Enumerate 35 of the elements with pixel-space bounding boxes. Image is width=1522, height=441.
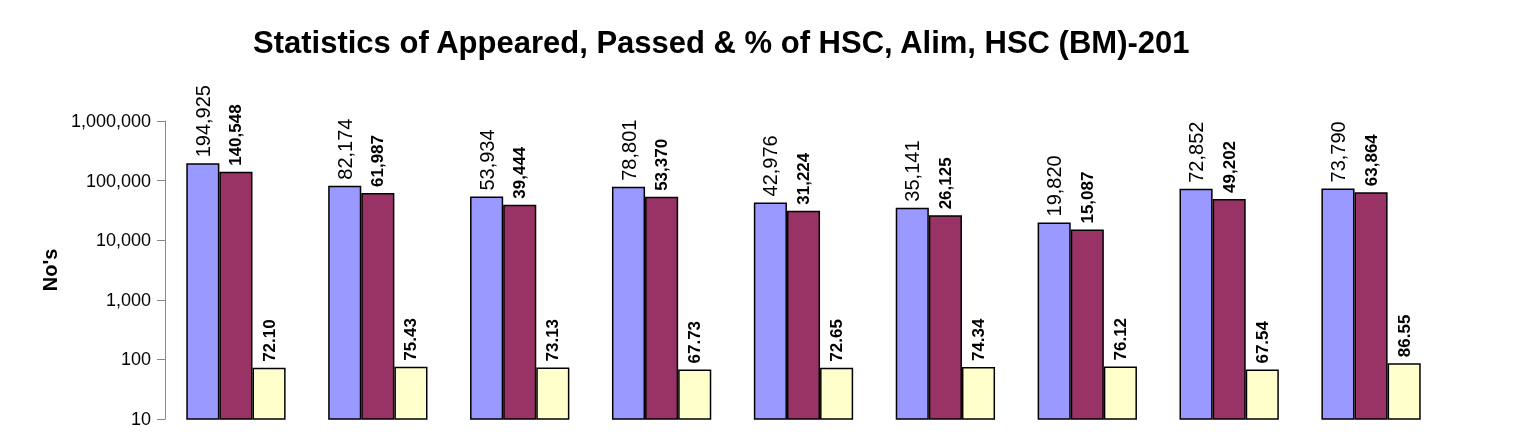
y-axis-title: No's [39, 248, 61, 292]
data-label: 15,087 [1077, 171, 1097, 224]
data-label: 35,141 [901, 140, 924, 202]
data-label: 72.10 [259, 319, 279, 362]
data-label: 86.55 [1394, 314, 1414, 358]
data-label: 74.34 [969, 317, 988, 362]
y-tick-label: 10,000 [95, 230, 151, 251]
data-label: 194,925 [191, 85, 214, 158]
data-label: 67.73 [685, 320, 705, 364]
data-label: 42,976 [759, 135, 782, 197]
data-label: 72.65 [827, 319, 847, 362]
y-tick-label: 1,000,000 [70, 111, 151, 131]
data-label: 78,801 [617, 119, 640, 181]
data-label: 39,444 [510, 146, 530, 199]
y-tick-label: 100 [120, 349, 151, 370]
data-label: 49,202 [1219, 140, 1239, 193]
y-tick-label: 10 [130, 409, 151, 429]
data-label: 73,790 [1326, 121, 1349, 183]
data-label: 26,125 [935, 157, 955, 210]
y-tick-label: 1,000 [105, 289, 151, 310]
data-label: 53,370 [652, 138, 672, 191]
data-label: 82,174 [333, 118, 356, 180]
data-label: 67.54 [1252, 320, 1272, 364]
data-label: 76.12 [1110, 317, 1130, 361]
data-label: 63,864 [1361, 133, 1381, 187]
data-label: 72,852 [1185, 121, 1208, 183]
y-tick-label: 100,000 [85, 170, 151, 191]
data-label: 53,934 [475, 129, 498, 191]
data-label: 140,548 [226, 104, 246, 166]
data-label: 61,987 [368, 134, 388, 187]
data-label: 75.43 [401, 318, 421, 361]
data-label: 19,820 [1043, 155, 1066, 217]
data-label: 73.13 [543, 318, 563, 362]
chart-title: Statistics of Appeared, Passed & % of HSC, Alim, HSC (BM)-201 [253, 25, 1190, 60]
data-label: 31,224 [794, 152, 813, 205]
